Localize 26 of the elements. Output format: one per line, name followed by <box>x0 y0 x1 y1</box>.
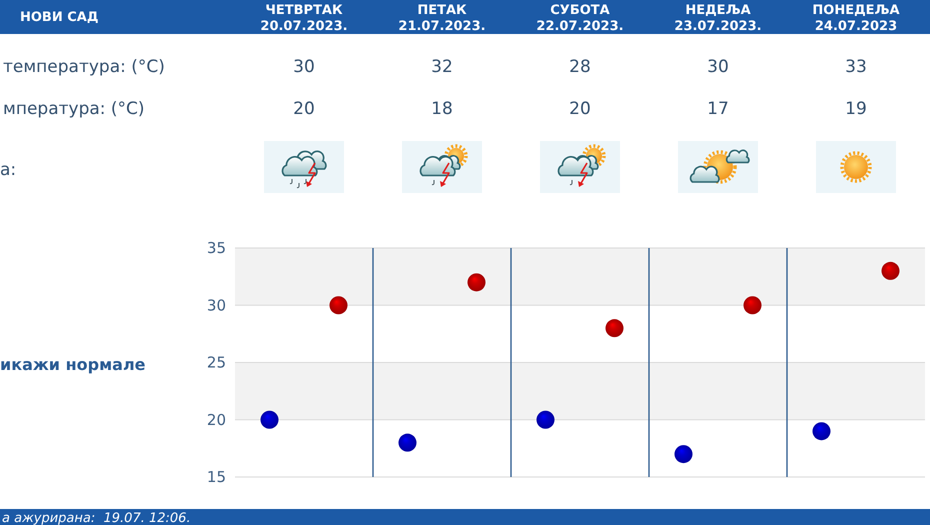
y-tick-label: 15 <box>206 468 226 486</box>
data-label: 17 <box>707 99 729 119</box>
text: НОВИ САД <box>20 10 98 24</box>
text: ЧЕТВРТАК 20.07.2023. <box>260 2 348 34</box>
text: икажи нормале <box>0 354 146 374</box>
data-label: 20 <box>569 99 591 119</box>
text: а ажурирана: 19.07. 12:06. <box>2 510 191 525</box>
text: ПЕТАК 21.07.2023. <box>398 2 486 34</box>
data-label: 20 <box>293 99 315 119</box>
y-tick-label: 30 <box>206 296 226 314</box>
text: ПОНЕДЕЉА 24.07.2023 <box>812 2 900 34</box>
data-label: 28 <box>569 57 591 77</box>
text: а: <box>0 160 16 180</box>
y-tick-label: 25 <box>206 354 226 372</box>
data-label: 18 <box>431 99 453 119</box>
text: НЕДЕЉА 23.07.2023. <box>674 2 762 34</box>
data-label: 30 <box>707 57 729 77</box>
y-tick-label: 35 <box>206 239 226 257</box>
data-label: 19 <box>845 99 867 119</box>
text: мпература: (°C) <box>3 99 145 119</box>
text: СУБОТА 22.07.2023. <box>536 2 624 34</box>
data-label: 30 <box>293 57 315 77</box>
data-label: 32 <box>431 57 453 77</box>
y-tick-label: 20 <box>206 410 226 429</box>
data-label: 33 <box>845 57 867 77</box>
text: температура: (°C) <box>3 57 165 77</box>
